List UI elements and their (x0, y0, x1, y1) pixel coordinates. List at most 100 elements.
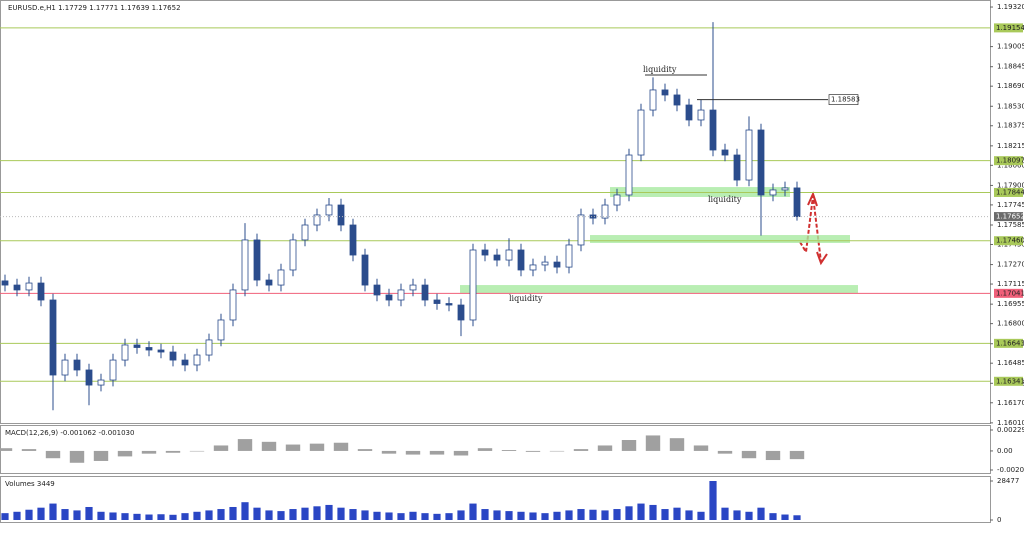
y-tick-label: 1.18375 (997, 122, 1024, 130)
y-tick-label: 1.17115 (997, 280, 1024, 288)
candle-body (385, 294, 393, 301)
bar (549, 450, 565, 452)
y-tick-label: 0.00 (997, 447, 1013, 455)
bar (589, 509, 597, 520)
candle-body (169, 351, 177, 361)
candle-body (793, 187, 801, 217)
bar (637, 503, 645, 520)
y-tick-label: 1.18060 (997, 161, 1024, 169)
bar (313, 506, 321, 520)
bar (577, 509, 585, 520)
candle-body (769, 189, 777, 196)
candle-body (301, 224, 309, 241)
forecast-arrow (799, 191, 828, 266)
bar (673, 507, 681, 520)
bar (421, 513, 429, 520)
price-panel (0, 0, 991, 424)
bar (601, 510, 609, 520)
bar (45, 450, 61, 459)
level-label: 1.16643 (996, 339, 1024, 347)
candle-body (229, 289, 237, 321)
bar (565, 510, 573, 520)
candle-body (253, 239, 261, 281)
candle-body (613, 194, 621, 206)
bar (373, 511, 381, 520)
candle-body (757, 129, 765, 196)
liquidity-zone (590, 235, 850, 243)
candle-body (181, 359, 189, 366)
candle-body (157, 349, 165, 353)
bar (0, 448, 13, 451)
bar (541, 513, 549, 520)
bar (309, 443, 325, 451)
candle-body (241, 239, 249, 291)
candle-body (745, 129, 753, 181)
bar (649, 504, 657, 520)
bar (505, 511, 513, 520)
candle-body (289, 239, 297, 271)
bar (573, 449, 589, 451)
candle-body (361, 254, 369, 286)
y-tick-label: 1.17745 (997, 201, 1024, 209)
candle-body (373, 284, 381, 296)
bar (265, 510, 273, 520)
y-tick-label: 0.002298 (997, 426, 1024, 434)
candle-body (493, 254, 501, 261)
y-tick-label: 1.17585 (997, 221, 1024, 229)
candle-body (685, 104, 693, 121)
bar (49, 503, 57, 520)
bar (709, 481, 717, 520)
bar (213, 445, 229, 451)
bar (85, 506, 93, 520)
bar (741, 450, 757, 459)
bar (21, 449, 37, 451)
candle-body (193, 354, 201, 366)
candle-body (109, 359, 117, 381)
candle-body (517, 249, 525, 271)
y-tick-label: 1.19320 (997, 3, 1024, 11)
candle-body (637, 109, 645, 156)
bar (597, 445, 613, 451)
bar (553, 511, 561, 520)
candle-body (709, 109, 717, 151)
candle-body (277, 269, 285, 286)
candle-body (721, 149, 729, 156)
level-label-bg (994, 376, 1023, 386)
bar (261, 441, 277, 451)
y-tick-label: 0 (997, 516, 1001, 524)
level-label-bg (994, 288, 1023, 298)
bar (181, 513, 189, 520)
volume-panel (0, 476, 991, 523)
annotation: liquidity (643, 65, 677, 74)
candle-body (61, 359, 69, 376)
candle-body (73, 359, 81, 371)
bar (625, 506, 633, 520)
candle-body (397, 289, 405, 301)
bar (525, 450, 541, 452)
chart-title: EURUSD.e,H1 1.17729 1.17771 1.17639 1.17… (8, 4, 181, 12)
candle-body (49, 299, 57, 376)
bar (493, 510, 501, 520)
bar (333, 442, 349, 451)
level-label: 1.17041 (996, 289, 1024, 297)
bar (13, 511, 21, 520)
candle-body (661, 89, 669, 96)
bar (405, 450, 421, 455)
level-label: 1.18097 (996, 157, 1024, 165)
level-label: 1.17460 (996, 237, 1024, 245)
candle-body (1, 280, 9, 286)
candle-body (649, 89, 657, 111)
candle-body (145, 347, 153, 351)
candle-body (541, 261, 549, 266)
callout-box (828, 94, 859, 105)
y-tick-label: 1.17270 (997, 261, 1024, 269)
annotation: liquidity (509, 294, 543, 303)
bar (685, 510, 693, 520)
candle-body (133, 344, 141, 348)
bar (733, 510, 741, 520)
level-label-bg (994, 23, 1023, 33)
level-label-bg (994, 156, 1023, 166)
candle-body (553, 261, 561, 268)
bar (205, 510, 213, 520)
